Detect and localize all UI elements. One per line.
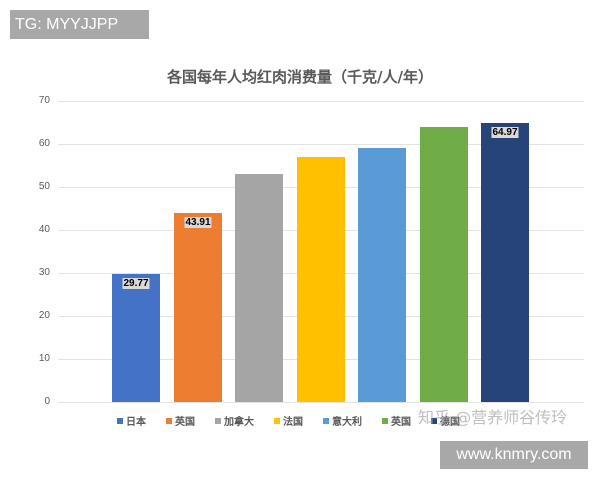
bar bbox=[358, 148, 406, 402]
bar bbox=[420, 127, 468, 402]
y-tick-label: 60 bbox=[38, 138, 50, 149]
legend-item: 法国 bbox=[274, 413, 303, 428]
y-tick-label: 50 bbox=[38, 181, 50, 192]
legend-item: 英国 bbox=[166, 413, 195, 428]
y-tick-label: 0 bbox=[44, 396, 50, 407]
bar: 43.91 bbox=[174, 213, 222, 402]
legend-item: 加拿大 bbox=[215, 413, 254, 428]
legend-swatch-icon bbox=[166, 417, 172, 424]
y-tick-label: 70 bbox=[38, 95, 50, 106]
legend-swatch-icon bbox=[323, 417, 329, 424]
gridline bbox=[58, 144, 584, 145]
legend-label: 英国 bbox=[391, 417, 411, 428]
legend-label: 意大利 bbox=[332, 417, 362, 428]
watermark: 知乎 @营养师谷传玲 bbox=[418, 408, 568, 427]
bar-data-label: 29.77 bbox=[122, 278, 150, 289]
legend-swatch-icon bbox=[117, 417, 123, 424]
bar bbox=[235, 174, 283, 402]
chart-title: 各国每年人均红肉消费量（千克/人/年） bbox=[167, 68, 433, 86]
legend-swatch-icon bbox=[274, 417, 280, 424]
legend-item: 意大利 bbox=[323, 413, 362, 428]
legend-label: 英国 bbox=[175, 417, 195, 428]
legend-label: 德国 bbox=[440, 417, 460, 428]
bar-data-label: 43.91 bbox=[184, 217, 212, 228]
bar: 29.77 bbox=[112, 274, 160, 402]
y-tick-label: 20 bbox=[38, 310, 50, 321]
site-label: www.knmry.com bbox=[440, 441, 588, 469]
legend-swatch-icon bbox=[382, 417, 388, 424]
gridline bbox=[58, 101, 584, 102]
legend-label: 日本 bbox=[126, 417, 146, 428]
legend-item: 英国 bbox=[382, 413, 411, 428]
y-tick-label: 30 bbox=[38, 267, 50, 278]
legend-label: 加拿大 bbox=[224, 417, 254, 428]
gridline bbox=[58, 402, 584, 403]
y-tick-label: 40 bbox=[38, 224, 50, 235]
y-tick-label: 10 bbox=[38, 353, 50, 364]
bar: 64.97 bbox=[481, 123, 529, 402]
legend-label: 法国 bbox=[283, 417, 303, 428]
bar bbox=[297, 157, 345, 402]
bar-data-label: 64.97 bbox=[491, 127, 519, 138]
legend-item: 日本 bbox=[117, 413, 146, 428]
chart-legend: 日本 英国 加拿大 法国 意大利 英国 德国 bbox=[117, 413, 480, 428]
tg-label: TG: MYYJJPP bbox=[10, 10, 149, 39]
legend-swatch-icon bbox=[215, 417, 221, 424]
legend-swatch-icon bbox=[431, 417, 437, 424]
legend-item: 德国 bbox=[431, 413, 460, 428]
